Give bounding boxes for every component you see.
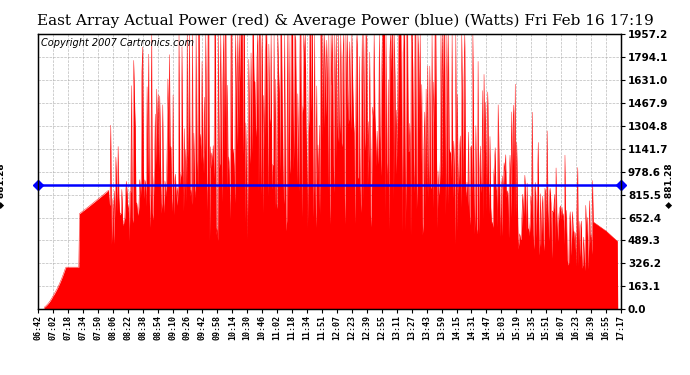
Text: ◆ 881.28: ◆ 881.28	[664, 163, 673, 208]
Text: Copyright 2007 Cartronics.com: Copyright 2007 Cartronics.com	[41, 38, 194, 48]
Text: East Array Actual Power (red) & Average Power (blue) (Watts) Fri Feb 16 17:19: East Array Actual Power (red) & Average …	[37, 13, 653, 27]
Text: ◆ 881.28: ◆ 881.28	[0, 163, 6, 208]
